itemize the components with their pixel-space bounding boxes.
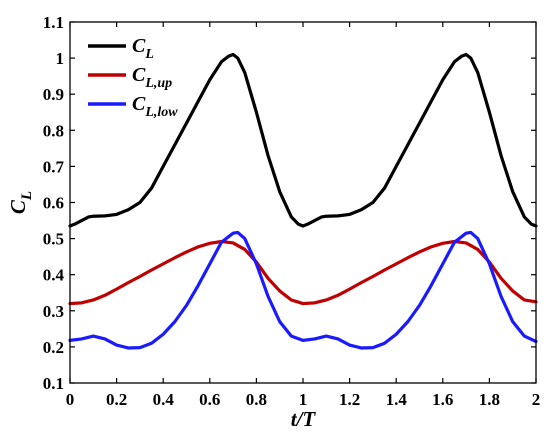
y-tick-label: 0.1 <box>43 374 64 393</box>
series-line-l <box>68 52 538 228</box>
y-axis-label: CL <box>6 191 35 214</box>
y-tick-label: 1.1 <box>43 13 64 32</box>
x-tick-label: 1.8 <box>479 390 500 409</box>
y-tick-label: 0.2 <box>43 338 64 357</box>
plot-background <box>70 22 536 383</box>
axes-layer: 0 0.2 0.4 0.6 0.8 1 1.2 1.4 1.6 1.8 2 0.1 0.2 0.3 0.4 0… <box>43 13 541 409</box>
y-tick-label: 0.9 <box>43 85 64 104</box>
x-tick-label: 1.6 <box>432 390 453 409</box>
y-tick-label: 0.5 <box>43 230 64 249</box>
legend-label: CL,low <box>132 93 178 120</box>
y-tick-label: 0.3 <box>43 302 64 321</box>
x-tick-label: 1.2 <box>339 390 360 409</box>
series-line-l-up <box>68 239 538 306</box>
y-tick-label: 0.8 <box>43 121 64 140</box>
x-tick-label: 0.6 <box>199 390 220 409</box>
series-layer <box>68 52 538 350</box>
x-tick-label: 0 <box>66 390 75 409</box>
x-tick-label: 2 <box>532 390 541 409</box>
y-tick-label: 1 <box>56 49 65 68</box>
legend-label: CL,up <box>132 64 172 91</box>
x-tick-label: 1 <box>299 390 308 409</box>
series-line-l-low <box>68 230 538 350</box>
x-tick-label: 1.4 <box>386 390 408 409</box>
y-tick-label: 0.7 <box>43 157 65 176</box>
x-tick-label: 0.8 <box>246 390 267 409</box>
legend-label: CL <box>132 35 154 62</box>
y-tick-label: 0.4 <box>43 266 65 285</box>
axis-labels: t/T CL <box>6 191 316 431</box>
plot-area <box>70 22 536 383</box>
x-tick-label: 0.4 <box>153 390 175 409</box>
x-tick-label: 0.2 <box>106 390 127 409</box>
x-axis-label: t/T <box>291 407 317 431</box>
y-tick-label: 0.6 <box>43 194 64 213</box>
